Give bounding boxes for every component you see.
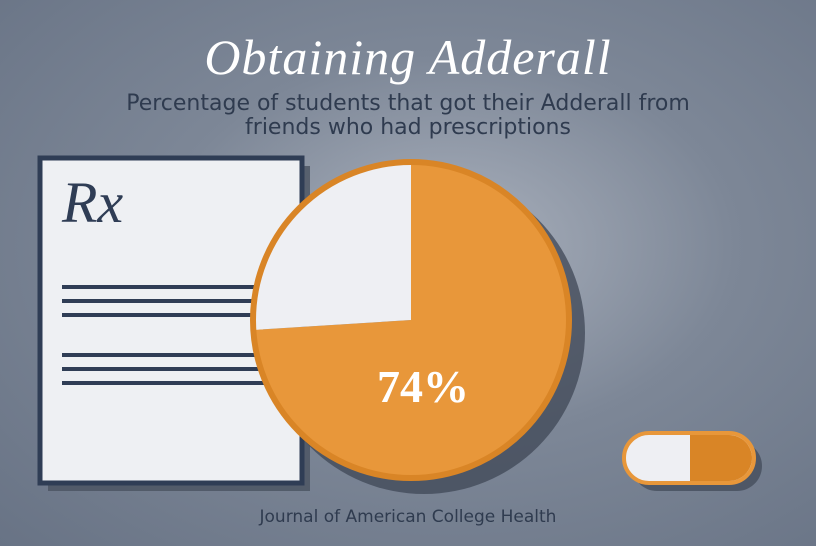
document-lines: [62, 285, 270, 385]
title: Obtaining Adderall: [204, 29, 612, 85]
pill-half: [690, 435, 752, 481]
source: Journal of American College Health: [259, 507, 557, 527]
pie: 74%: [250, 159, 572, 481]
pie-slice: [253, 162, 570, 478]
pie-edge: [250, 159, 572, 481]
data-label: 74%: [377, 361, 469, 412]
rx-symbol: Rx: [61, 170, 123, 235]
subtitle: Percentage of students that got their Ad…: [126, 91, 690, 140]
pie-slice: [253, 162, 411, 330]
